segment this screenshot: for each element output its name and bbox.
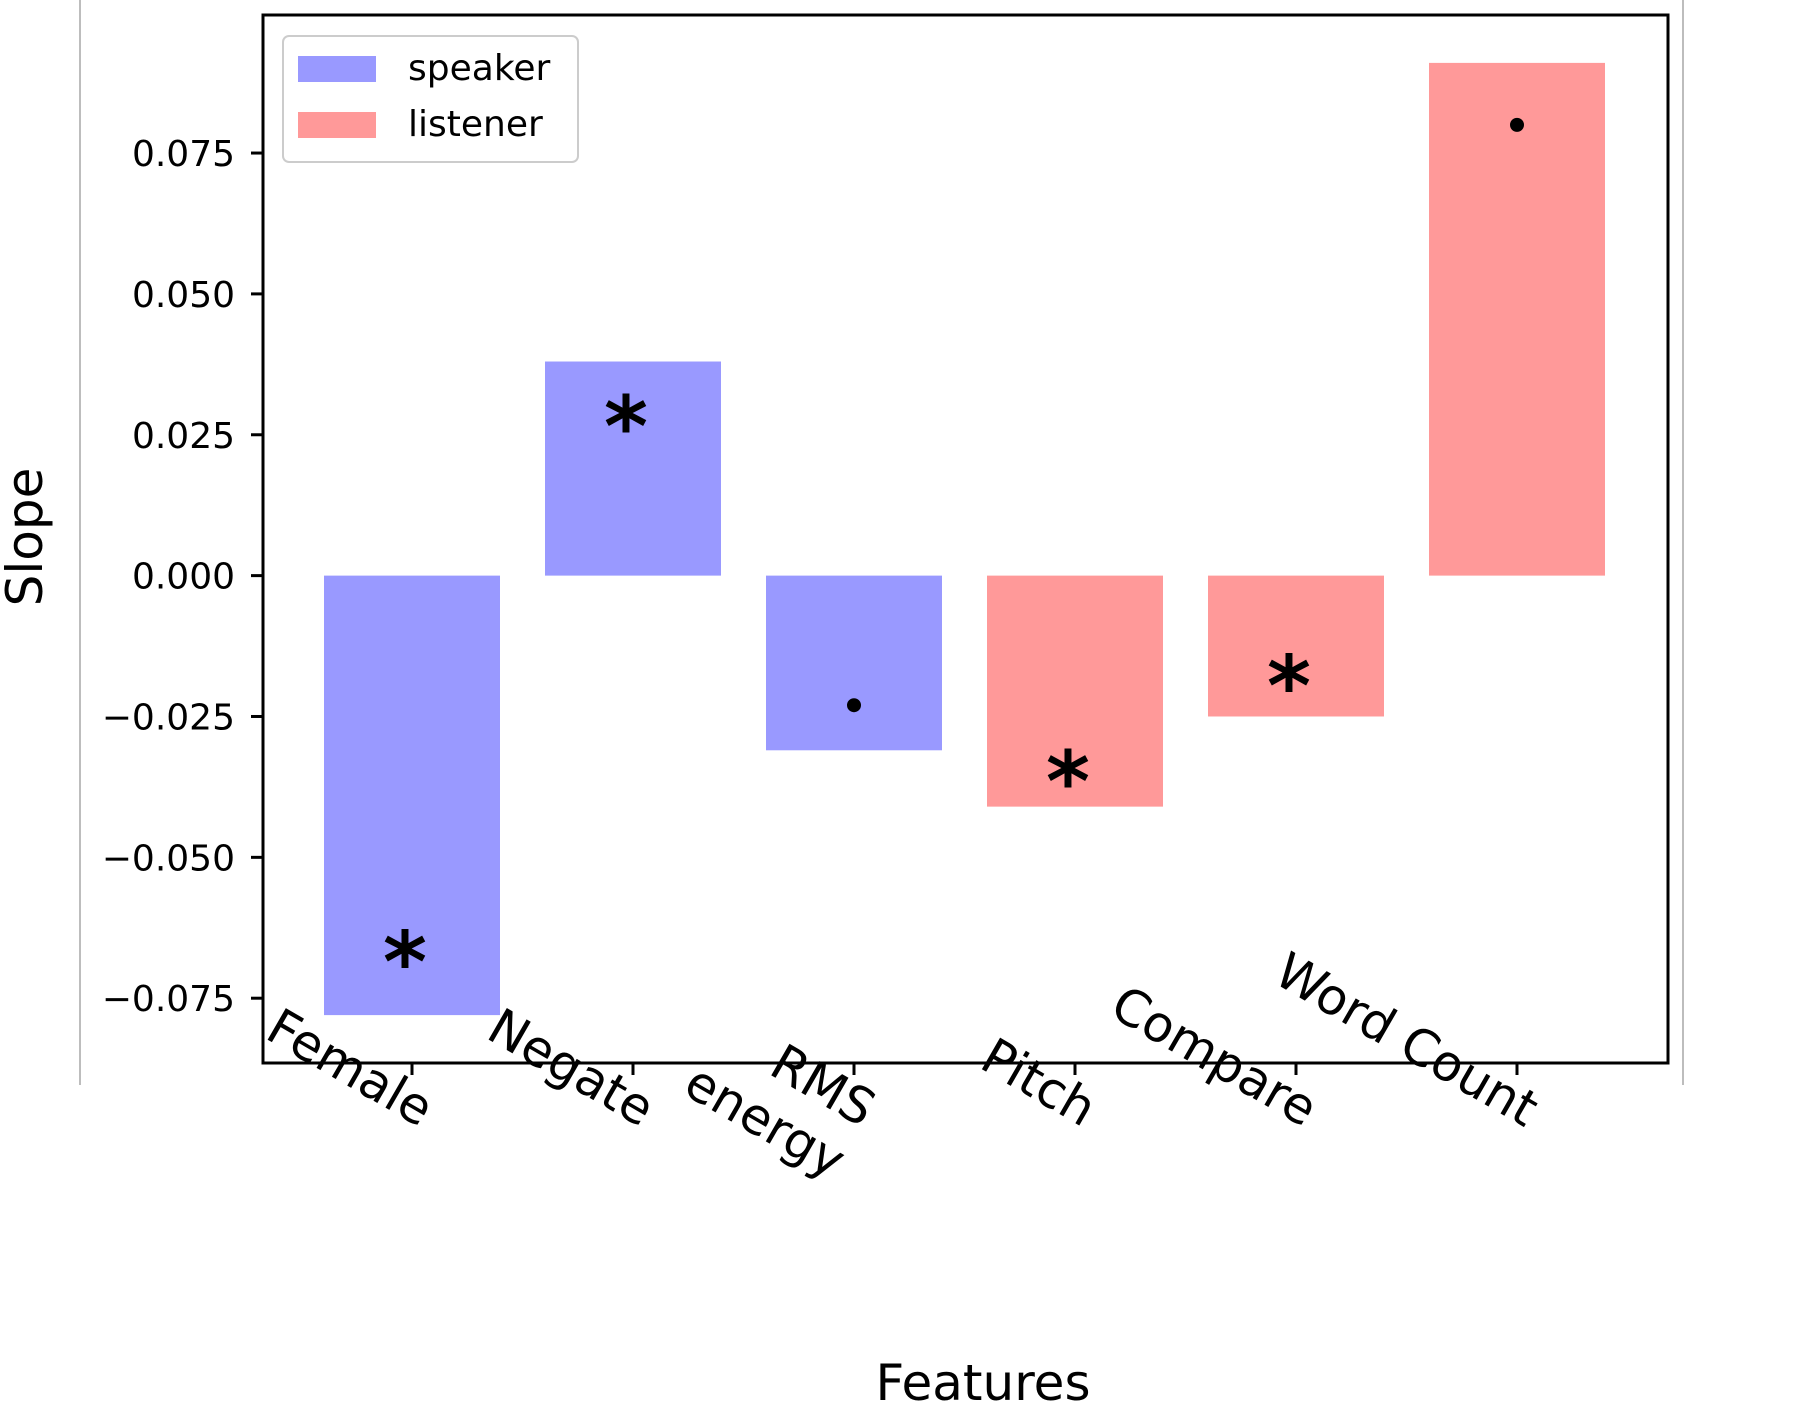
bars-layer xyxy=(324,62,1605,1016)
bar-word-count xyxy=(1429,62,1605,576)
plot-frame xyxy=(261,13,1670,1065)
bar-negate xyxy=(545,361,721,576)
bar-female xyxy=(324,575,500,1016)
significance-star-2: * xyxy=(604,378,648,476)
legend-swatch-listener xyxy=(298,112,376,138)
bar-rms-energy xyxy=(766,575,942,751)
y-tick-label-7: −0.075 xyxy=(102,979,235,1020)
significance-star-1: * xyxy=(383,913,427,1011)
y-tick-label-1: 0.075 xyxy=(132,134,235,175)
significance-star-4: * xyxy=(1046,733,1090,831)
legend-label-listener: listener xyxy=(408,104,543,145)
y-tick-label-5: −0.025 xyxy=(102,697,235,738)
y-tick-label-3: 0.025 xyxy=(132,416,235,457)
y-tick-label-2: 0.050 xyxy=(132,275,235,316)
significance-dot-3 xyxy=(847,698,861,713)
significance-dot-6 xyxy=(1510,117,1524,132)
y-axis-title: Slope xyxy=(0,468,54,607)
bar-compare xyxy=(1208,575,1384,717)
y-tick-label-6: −0.050 xyxy=(102,838,235,879)
legend-label-speaker: speaker xyxy=(408,48,551,89)
y-axis: 0.075 0.050 0.025 0.000 −0.025 −0.050 −0.075 xyxy=(102,134,263,1020)
bar-pitch xyxy=(987,575,1163,807)
legend: speaker listener xyxy=(282,35,579,163)
y-tick-label-4: 0.000 xyxy=(132,557,235,598)
significance-markers-layer: * * * * xyxy=(383,117,1524,1011)
legend-swatch-speaker xyxy=(298,56,376,82)
significance-star-5: * xyxy=(1267,637,1311,735)
x-axis-title: Features xyxy=(876,1354,1091,1407)
